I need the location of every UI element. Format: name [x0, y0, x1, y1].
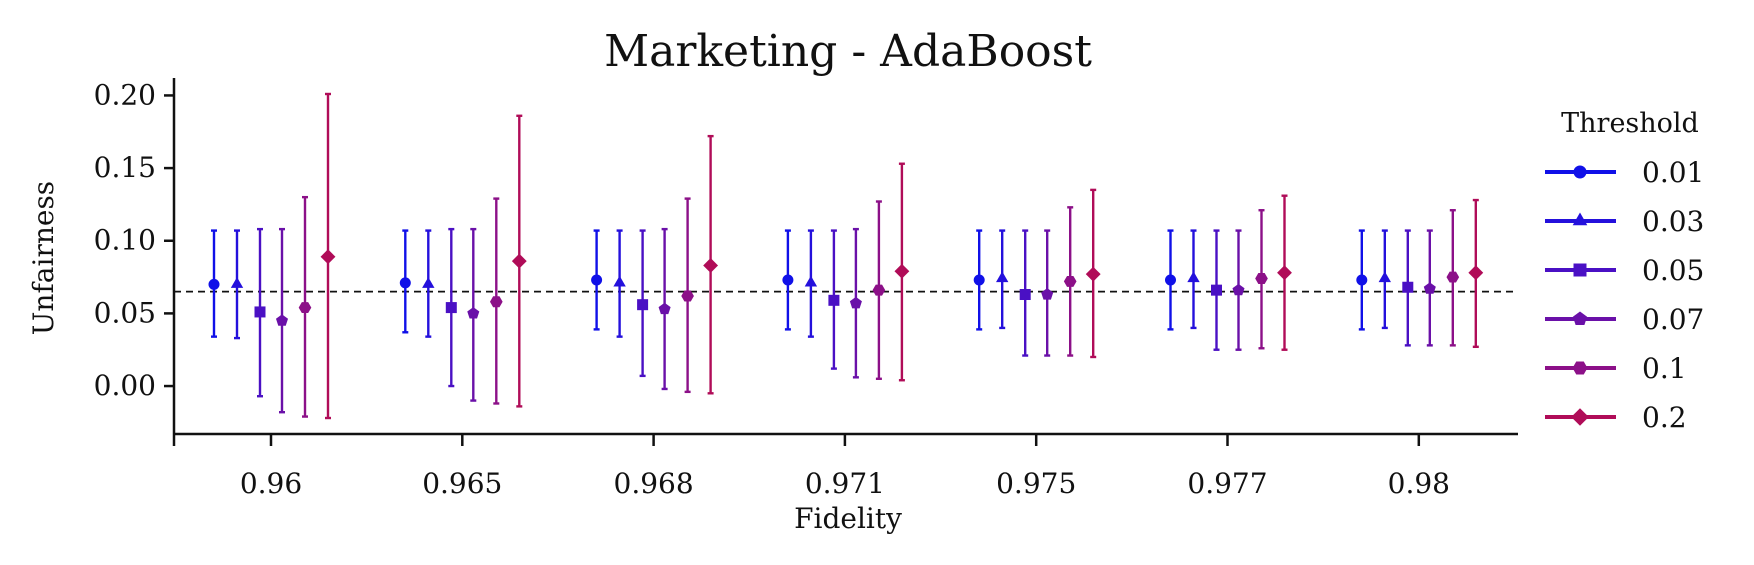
- data-point: [1019, 289, 1031, 301]
- data-point: [1232, 283, 1245, 296]
- data-point: [1255, 273, 1268, 284]
- data-point: [1446, 271, 1460, 283]
- data-point: [1378, 271, 1391, 283]
- data-point: [613, 275, 626, 287]
- data-point: [1165, 274, 1176, 286]
- plot-series: [208, 92, 1484, 420]
- data-point: [996, 271, 1009, 283]
- legend-marker: [1572, 212, 1588, 226]
- data-point: [1277, 265, 1292, 281]
- legend-item: 0.03: [1545, 205, 1704, 238]
- data-point: [1085, 266, 1101, 282]
- data-point: [399, 277, 411, 289]
- data-point: [658, 302, 671, 315]
- y-tick-label: 0.15: [94, 151, 156, 184]
- data-point: [804, 275, 818, 287]
- data-point: [1423, 282, 1436, 294]
- legend-item: 0.2: [1545, 401, 1687, 434]
- series-0.2: [320, 92, 1484, 420]
- data-point: [1402, 281, 1414, 293]
- legend-marker: [1572, 361, 1588, 375]
- x-ticks: 0.96 0.965 0.968 0.971 0.975 0.977 0.98: [172, 434, 1450, 500]
- y-tick-label: 0.10: [94, 224, 156, 257]
- y-axis-label: Unfairness: [27, 181, 60, 335]
- y-tick-label: 0.05: [94, 296, 156, 329]
- legend-marker: [1571, 408, 1589, 426]
- data-point: [894, 263, 910, 279]
- data-point: [828, 294, 840, 306]
- data-point: [681, 290, 694, 302]
- series-0.03: [230, 229, 1391, 340]
- data-point: [1468, 265, 1484, 281]
- legend-label: 0.05: [1642, 254, 1704, 287]
- x-tick-label: 0.971: [805, 467, 885, 500]
- data-point: [1356, 274, 1368, 286]
- data-point: [254, 306, 266, 318]
- data-point: [489, 296, 503, 308]
- legend-label: 0.1: [1642, 352, 1687, 385]
- data-point: [467, 307, 480, 319]
- data-point: [637, 299, 649, 311]
- series-0.1: [298, 195, 1460, 418]
- data-point: [298, 302, 312, 314]
- legend-items: 0.01 0.03 0.05 0.07 0.1 0.2: [1545, 156, 1704, 434]
- legend-marker: [1572, 311, 1588, 326]
- data-point: [445, 302, 457, 314]
- legend: Threshold 0.01 0.03 0.05 0.07 0.1 0.2: [1545, 108, 1704, 434]
- legend-marker: [1573, 263, 1587, 277]
- series-0.01: [208, 229, 1368, 338]
- data-point: [275, 314, 289, 326]
- legend-label: 0.2: [1642, 401, 1687, 434]
- data-point: [849, 296, 862, 309]
- series-0.07: [275, 227, 1436, 414]
- y-ticks: 0.00 0.05 0.10 0.15 0.20: [94, 78, 174, 402]
- x-tick-label: 0.96: [240, 467, 302, 500]
- data-point: [511, 253, 527, 269]
- legend-title: Threshold: [1561, 108, 1699, 139]
- x-tick-label: 0.965: [422, 467, 502, 500]
- x-tick-label: 0.975: [996, 467, 1076, 500]
- x-tick-label: 0.968: [614, 467, 694, 500]
- y-tick-label: 0.20: [94, 78, 156, 111]
- y-tick-label: 0.00: [94, 369, 156, 402]
- data-point: [320, 249, 336, 265]
- data-point: [973, 274, 985, 286]
- data-point: [591, 274, 603, 286]
- legend-item: 0.01: [1545, 156, 1704, 189]
- series-0.05: [254, 227, 1414, 398]
- x-tick-label: 0.977: [1187, 467, 1267, 500]
- data-point: [1041, 288, 1054, 300]
- legend-label: 0.01: [1642, 156, 1704, 189]
- chart-title: Marketing - AdaBoost: [604, 26, 1092, 77]
- data-point: [1063, 275, 1077, 287]
- legend-label: 0.03: [1642, 205, 1704, 238]
- x-tick-label: 0.98: [1388, 467, 1450, 500]
- data-point: [1211, 284, 1222, 296]
- data-point: [1187, 271, 1200, 283]
- data-point: [230, 277, 244, 288]
- legend-item: 0.1: [1545, 352, 1687, 385]
- legend-marker: [1573, 165, 1587, 179]
- data-point: [422, 277, 435, 288]
- data-point: [208, 278, 220, 290]
- data-point: [782, 274, 794, 286]
- legend-item: 0.05: [1545, 254, 1704, 287]
- legend-item: 0.07: [1545, 303, 1704, 336]
- legend-label: 0.07: [1642, 303, 1704, 336]
- x-axis-label: Fidelity: [794, 502, 902, 535]
- data-point: [703, 258, 719, 273]
- data-point: [872, 284, 886, 296]
